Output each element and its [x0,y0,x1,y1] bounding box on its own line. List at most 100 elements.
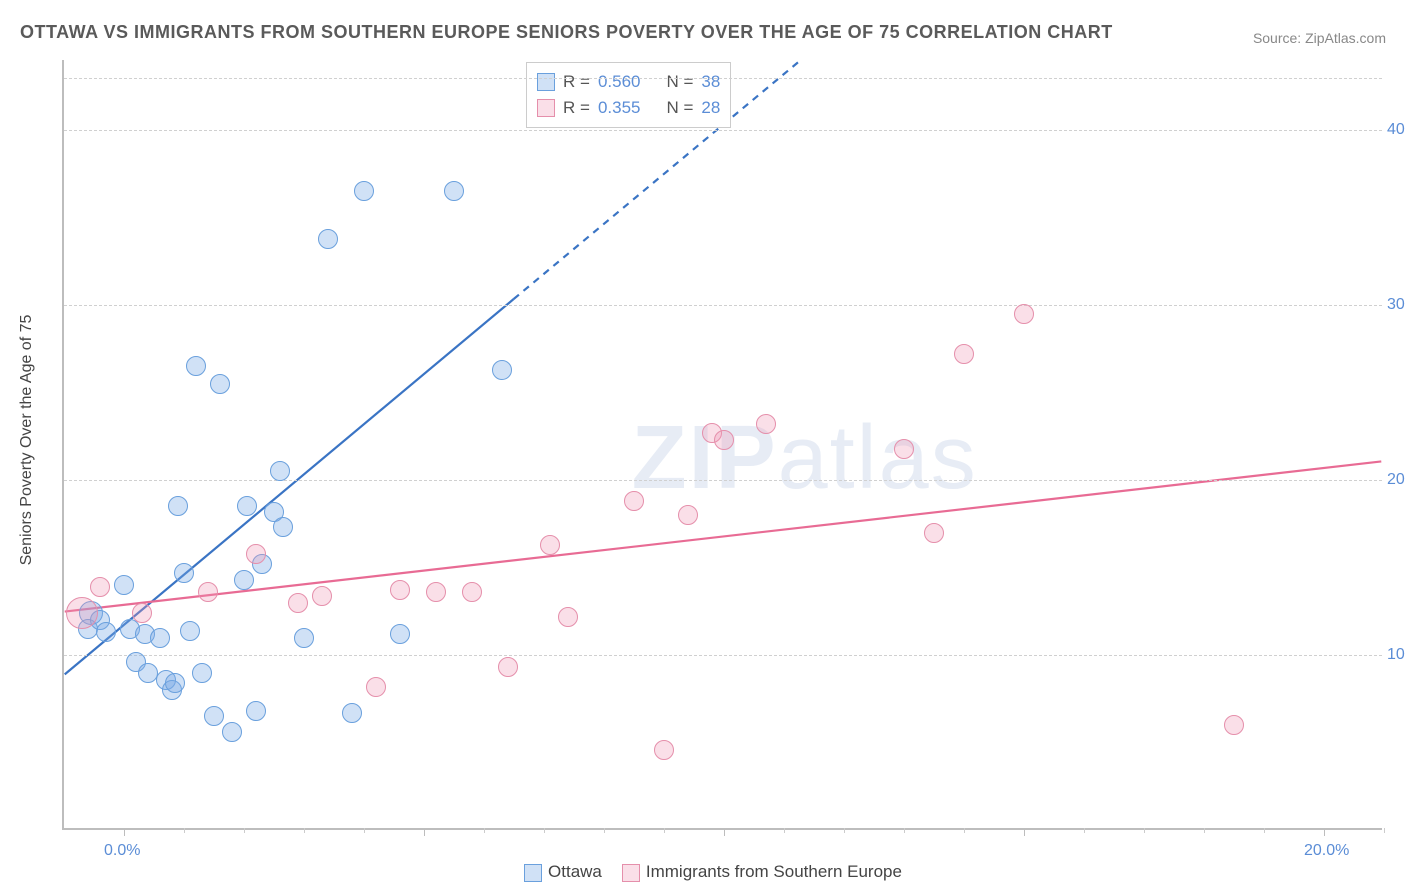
data-point [132,603,152,623]
data-point [246,701,266,721]
data-point [714,430,734,450]
data-point [294,628,314,648]
data-point [288,593,308,613]
trend-line [65,461,1382,611]
data-point [894,439,914,459]
data-point [1014,304,1034,324]
data-point [444,181,464,201]
x-tick [484,828,485,833]
data-point [234,570,254,590]
data-point [366,677,386,697]
data-point [462,582,482,602]
data-point [270,461,290,481]
y-axis-title: Seniors Poverty Over the Age of 75 [18,315,36,566]
data-point [654,740,674,760]
y-tick-label: 40.0% [1387,121,1406,139]
r-label: R = [563,95,590,121]
data-point [342,703,362,723]
r-value: 0.560 [598,69,641,95]
data-point [390,580,410,600]
legend-swatch [537,99,555,117]
n-value: 28 [701,95,720,121]
data-point [558,607,578,627]
legend-swatch [524,864,542,882]
x-tick-label: 0.0% [104,842,140,860]
gridline [64,130,1382,131]
x-tick [1324,828,1325,836]
x-tick [304,828,305,833]
x-tick [664,828,665,833]
data-point [222,722,242,742]
data-point [96,622,116,642]
x-tick [1264,828,1265,833]
chart-title: OTTAWA VS IMMIGRANTS FROM SOUTHERN EUROP… [20,22,1113,43]
n-label: N = [666,95,693,121]
x-tick [124,828,125,836]
x-tick [1084,828,1085,833]
x-tick [244,828,245,833]
source-label: Source: ZipAtlas.com [1253,30,1386,46]
x-tick [904,828,905,833]
x-tick [544,828,545,833]
x-tick [1144,828,1145,833]
x-tick [724,828,725,836]
gridline [64,480,1382,481]
x-tick [364,828,365,833]
data-point [354,181,374,201]
gridline [64,655,1382,656]
data-point [390,624,410,644]
data-point [492,360,512,380]
x-tick [784,828,785,833]
data-point [678,505,698,525]
data-point [66,597,98,629]
data-point [150,628,170,648]
legend-swatch [537,73,555,91]
data-point [924,523,944,543]
watermark: ZIPatlas [632,407,978,510]
x-tick [1384,828,1385,833]
data-point [204,706,224,726]
data-point [138,663,158,683]
legend-label: Ottawa [548,862,602,881]
legend-row: R = 0.355 N = 28 [537,95,720,121]
data-point [756,414,776,434]
x-tick [604,828,605,833]
data-point [180,621,200,641]
plot-area: ZIPatlas R =0.560N =38R =0.355N =28 10.0… [62,60,1382,830]
data-point [186,356,206,376]
x-tick [1024,828,1025,836]
series-legend: Ottawa Immigrants from Southern Europe [0,862,1406,882]
y-tick-label: 20.0% [1387,471,1406,489]
data-point [273,517,293,537]
x-tick [844,828,845,833]
data-point [498,657,518,677]
correlation-legend: R =0.560N =38R =0.355N =28 [526,62,731,128]
data-point [174,563,194,583]
data-point [114,575,134,595]
legend-row: R =0.560N =38 [537,69,720,95]
data-point [246,544,266,564]
watermark-atlas: atlas [778,408,978,508]
data-point [192,663,212,683]
y-tick-label: 10.0% [1387,646,1406,664]
data-point [540,535,560,555]
data-point [318,229,338,249]
data-point [237,496,257,516]
data-point [624,491,644,511]
x-tick [964,828,965,833]
y-tick-label: 30.0% [1387,296,1406,314]
data-point [954,344,974,364]
n-label: N = [666,69,693,95]
data-point [312,586,332,606]
gridline [64,78,1382,79]
x-tick-label: 20.0% [1304,842,1349,860]
data-point [210,374,230,394]
gridline [64,305,1382,306]
legend-label: Immigrants from Southern Europe [646,862,902,881]
r-value: 0.355 [598,95,641,121]
x-tick [424,828,425,836]
data-point [1224,715,1244,735]
data-point [426,582,446,602]
x-tick [1204,828,1205,833]
legend-swatch [622,864,640,882]
